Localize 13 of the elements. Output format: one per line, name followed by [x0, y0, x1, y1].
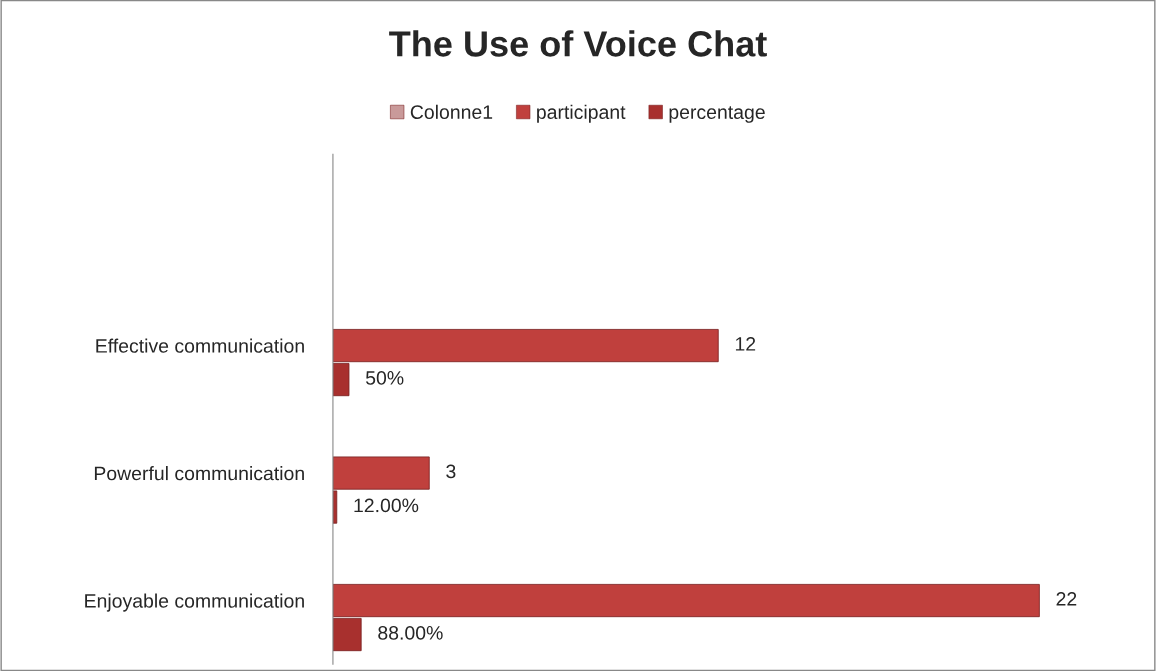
y-tick-label: Powerful communication	[94, 466, 304, 481]
legend-label: percentage	[669, 106, 765, 123]
data-label: 12.00%	[354, 498, 419, 513]
data-label: 12	[735, 337, 756, 351]
y-tick-label: Enjoyable communication	[85, 593, 304, 612]
data-label: 22	[1056, 592, 1077, 606]
data-label: 50%	[365, 371, 404, 385]
y-tick-label: Effective communication	[96, 338, 304, 353]
legend-label: Colonne1	[410, 104, 493, 120]
data-label: 88.00%	[378, 625, 443, 640]
legend-label: participant	[537, 104, 626, 123]
chart-title: The Use of Voice Chat	[389, 30, 767, 57]
data-label: 3	[446, 464, 456, 479]
